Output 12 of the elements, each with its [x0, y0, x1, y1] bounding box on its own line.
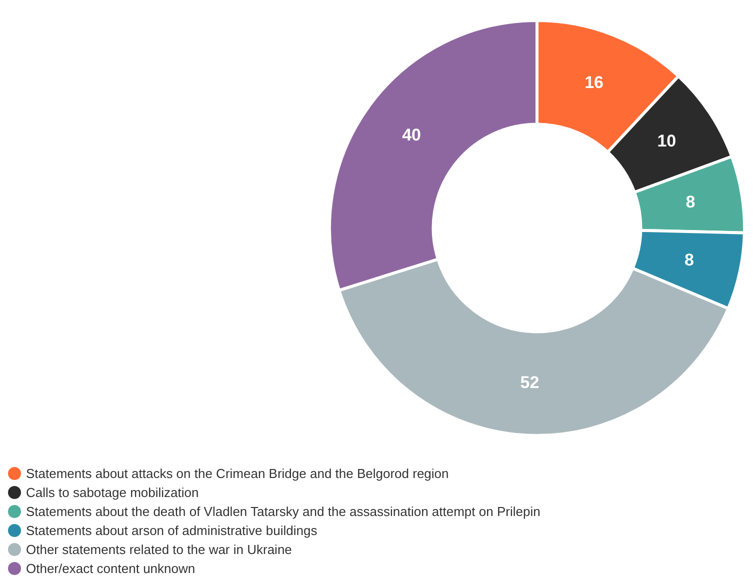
- data-label: 10: [657, 132, 676, 151]
- data-label: 8: [684, 250, 694, 270]
- data-label: 8: [686, 192, 696, 212]
- legend-label: Calls to sabotage mobilization: [26, 484, 199, 502]
- data-label: 40: [402, 126, 421, 145]
- data-label: 16: [584, 72, 604, 92]
- legend-label: Other/exact content unknown: [26, 560, 196, 578]
- legend-label: Statements about the death of Vladlen Tatarsky and the assassination attempt on Prilepin: [26, 503, 540, 521]
- legend-label: Other statements related to the war in Ukraine: [26, 541, 292, 559]
- data-label: 52: [520, 373, 540, 392]
- legend-label: Statements about attacks on the Crimean Bridge and the Belgorod region: [26, 465, 449, 483]
- legend-label: Statements about arson of administrative buildings: [26, 522, 318, 540]
